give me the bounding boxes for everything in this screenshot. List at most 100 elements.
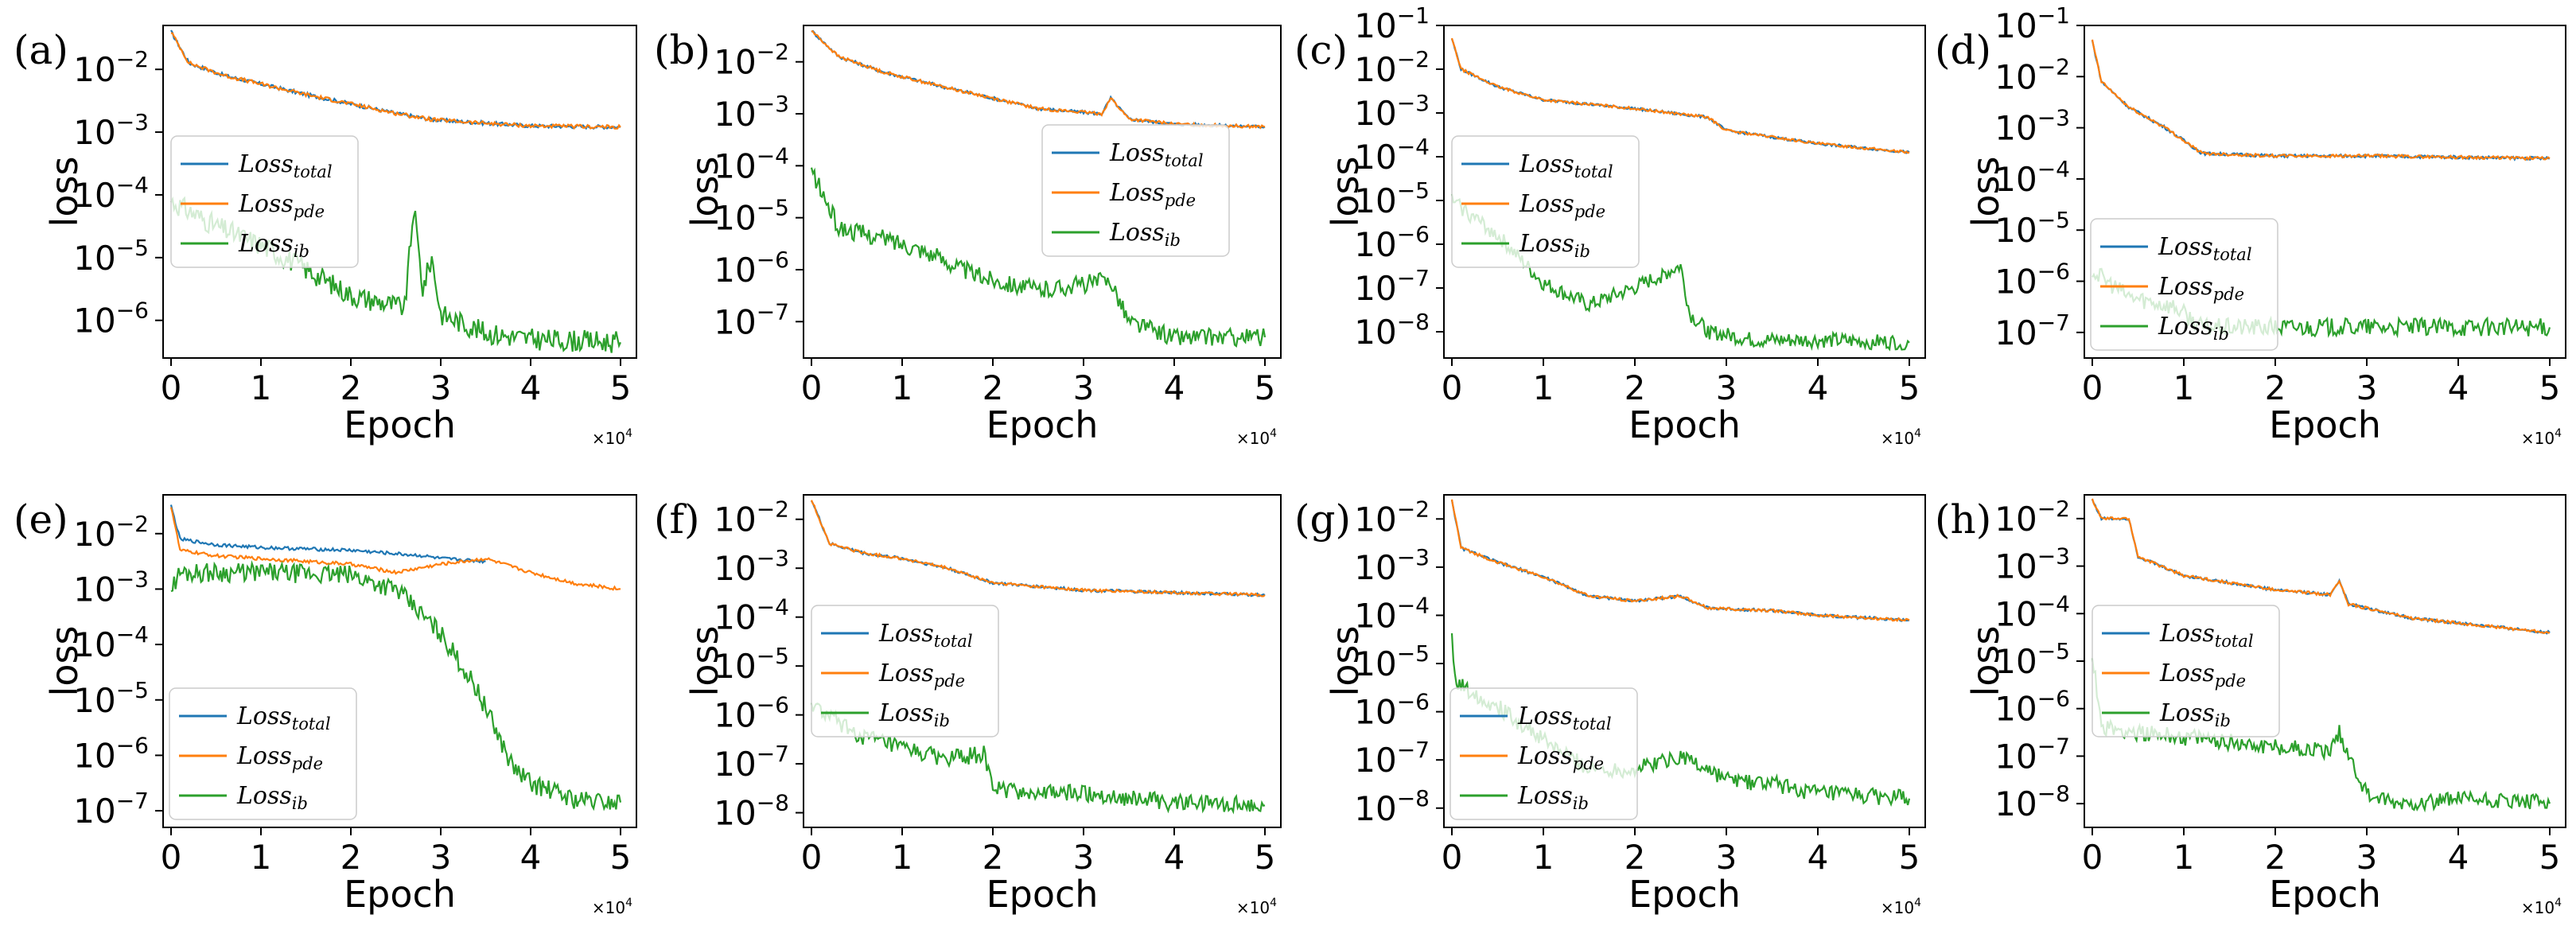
panel-h: (h) loss 10−810−710−6 10−5 10−410−310−2 0 1 2 3 4… (1935, 494, 2566, 917)
x-axis-label: Epoch (344, 403, 456, 446)
x-multiplier: ×104 (2521, 897, 2562, 917)
x-tick-label: 5 (610, 368, 632, 407)
series-line-total (2091, 40, 2550, 162)
y-tick-label: 10−7 (1354, 737, 1430, 780)
x-tick-label: 1 (892, 368, 913, 407)
y-tick-label: 10−3 (1354, 544, 1430, 587)
series-line-total (811, 500, 1266, 597)
y-tick-label: 10−8 (714, 790, 789, 833)
y-tick-label: 10−6 (1354, 689, 1430, 732)
y-tick-label: 10−5 (73, 235, 149, 278)
y-tick-label: 10−6 (714, 692, 789, 735)
series-line-pde (2091, 39, 2551, 162)
y-tick-label: 10−6 (1994, 686, 2070, 729)
plot-frame (1443, 494, 1926, 828)
y-tick-label: 10−5 (714, 643, 789, 686)
y-tick-label: 10−1 (1354, 2, 1430, 45)
legend: Losstotal Losspde Lossib (2090, 218, 2278, 351)
x-tick-label: 4 (2448, 838, 2469, 877)
x-tick-label: 5 (1899, 838, 1920, 877)
x-multiplier: ×104 (1881, 897, 1921, 917)
y-axis-label: loss (1324, 157, 1367, 228)
series-line-ib (810, 702, 1266, 815)
x-multiplier: ×104 (2521, 427, 2562, 448)
y-tick-label: 10−4 (73, 621, 149, 664)
x-tick-label: 0 (1442, 838, 1463, 877)
x-multiplier: ×104 (592, 897, 632, 917)
y-tick-label: 10−3 (714, 91, 789, 134)
x-tick-label: 2 (983, 838, 1004, 877)
panel-label: (d) (1935, 27, 1991, 73)
y-tick-label: 10−1 (1994, 2, 2070, 45)
y-tick-label: 10−7 (1354, 265, 1430, 308)
panel-f: (f) loss 10−8 10−7 10−6 10−5 10−4 10−3 10−2 0 1 2 3 4… (654, 494, 1282, 917)
x-tick-label: 2 (340, 838, 362, 877)
plot-frame (162, 494, 637, 828)
x-tick-label: 1 (2173, 368, 2195, 407)
legend-entry-pde: Losspde (236, 742, 323, 773)
y-axis-label: loss (1964, 626, 2007, 697)
legend: Losstotal Losspde Lossib (169, 687, 357, 820)
y-tick-label: 10−7 (1994, 309, 2070, 352)
x-tick-label: 5 (1899, 368, 1920, 407)
x-tick-label: 4 (1164, 368, 1185, 407)
x-tick-label: 4 (1807, 838, 1829, 877)
legend-box (169, 687, 357, 820)
y-tick-label: 10−2 (73, 511, 149, 554)
x-tick-label: 3 (1716, 368, 1737, 407)
panel-b: (b) loss 10−7 10−6 10−5 10−4 10−3 10−2 0 1 2 3 4 5 Epo… (654, 25, 1282, 448)
y-tick-label: 10−3 (1994, 105, 2070, 148)
panel-g: (g) loss 10−8 10−7 10−6 10−5 10−4 10−3 10−2 0 1 2 3 4… (1294, 494, 1926, 917)
x-tick-label: 5 (2539, 368, 2561, 407)
y-tick-label: 10−5 (73, 677, 149, 720)
legend-entry-total: Losstotal (1517, 702, 1612, 734)
y-tick-label: 10−2 (73, 46, 149, 89)
legend-box (2092, 605, 2280, 737)
y-tick-label: 10−8 (1354, 785, 1430, 828)
y-tick-label: 10−5 (1354, 177, 1430, 220)
legend-box (811, 605, 999, 737)
x-axis-label: Epoch (2269, 873, 2381, 916)
x-axis-label: Epoch (986, 403, 1099, 446)
x-tick-label: 2 (983, 368, 1004, 407)
legend: Losstotal Losspde Lossib (811, 605, 999, 737)
legend: Losstotal Losspde Lossib (170, 135, 359, 268)
y-tick-label: 10−4 (714, 594, 789, 637)
x-tick-label: 1 (251, 838, 272, 877)
panel-label: (a) (14, 27, 68, 73)
y-tick-label: 10−2 (714, 39, 789, 82)
panel-label: (f) (654, 496, 700, 543)
y-tick-label: 10−6 (1354, 221, 1430, 264)
series-line-pde (170, 32, 621, 130)
y-tick-label: 10−3 (73, 109, 149, 152)
y-tick-label: 10−7 (73, 788, 149, 831)
legend-entry-pde: Losspde (2159, 660, 2246, 691)
x-tick-label: 4 (1164, 838, 1185, 877)
x-tick-label: 0 (161, 368, 182, 407)
x-tick-label: 5 (2539, 838, 2561, 877)
x-tick-label: 3 (1716, 838, 1737, 877)
x-tick-label: 5 (1255, 368, 1276, 407)
y-tick-label: 10−4 (714, 142, 789, 185)
series-line-pde (169, 507, 621, 591)
x-tick-label: 3 (2356, 368, 2378, 407)
series-line-pde (2091, 498, 2551, 635)
panel-label: (e) (14, 496, 68, 543)
y-tick-label: 10−8 (1994, 780, 2070, 823)
x-tick-label: 0 (2082, 838, 2103, 877)
x-tick-label: 3 (2356, 838, 2378, 877)
legend: Losstotal Losspde Lossib (2092, 605, 2280, 737)
x-tick-label: 2 (1625, 838, 1646, 877)
x-tick-label: 4 (520, 368, 542, 407)
y-tick-label: 10−7 (1994, 733, 2070, 776)
x-tick-label: 3 (430, 838, 452, 877)
x-tick-label: 0 (801, 368, 823, 407)
legend-entry-ib: Lossib (878, 699, 950, 730)
x-tick-label: 4 (2448, 368, 2469, 407)
y-axis-label: loss (683, 157, 726, 228)
x-tick-label: 2 (2265, 838, 2286, 877)
legend-entry-pde: Losspde (1109, 179, 1196, 210)
x-tick-label: 4 (520, 838, 542, 877)
legend-entry-pde: Losspde (1519, 190, 1605, 221)
